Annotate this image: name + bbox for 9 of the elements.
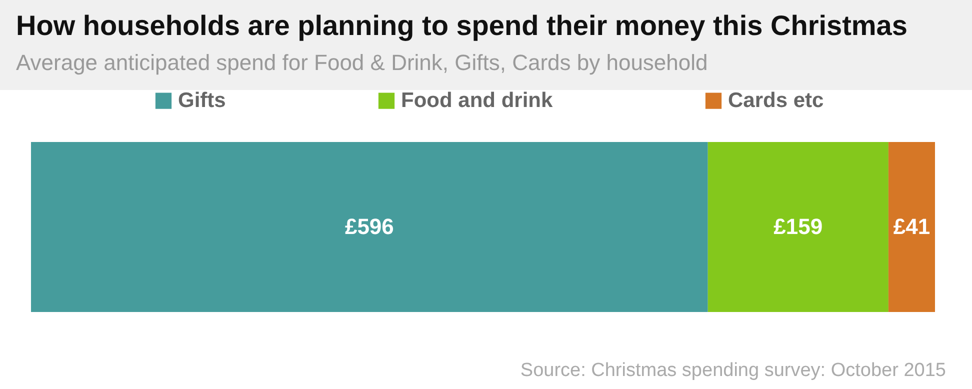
data-label: £596 <box>344 214 394 239</box>
data-label: £41 <box>893 214 930 239</box>
legend-label: Food and drink <box>401 88 553 112</box>
chart-title: How households are planning to spend their money this Christmas <box>16 9 908 42</box>
chart-subtitle: Average anticipated spend for Food & Drink, Gifts, Cards by household <box>16 49 709 76</box>
legend-label: Cards etc <box>728 88 824 112</box>
data-label: £159 <box>774 214 823 239</box>
legend-label: Gifts <box>178 88 226 112</box>
source-note: Source: Christmas spending survey: October 2015 <box>520 360 946 382</box>
